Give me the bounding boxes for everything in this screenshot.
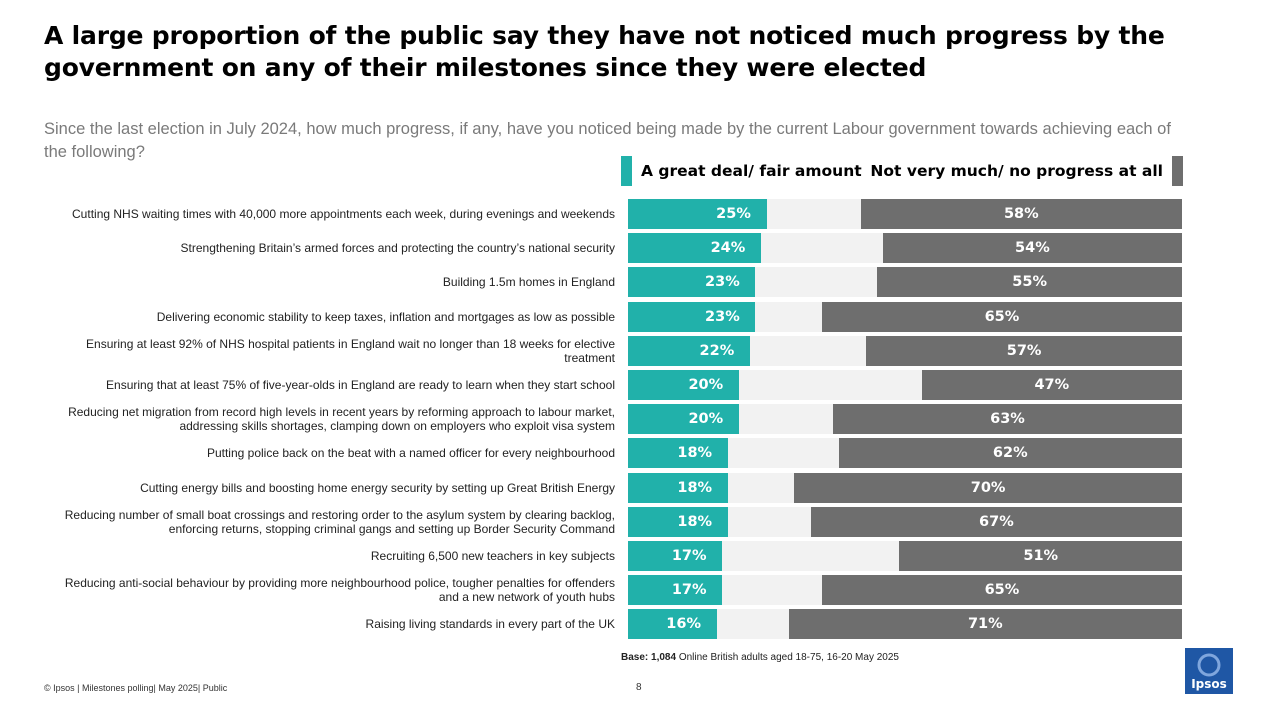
data-label-positive: 20% [688,377,724,393]
bar-negative [810,507,1182,537]
legend-positive-swatch [621,156,632,186]
bar-positive [628,541,723,571]
data-label-negative: 55% [1012,274,1047,290]
category-label: Raising living standards in every part o… [365,617,615,631]
bar-positive [628,267,756,297]
bar-positive [628,199,767,229]
bar-neutral [727,438,839,468]
bar-negative [821,575,1182,605]
data-label-negative: 47% [1034,377,1070,393]
category-label: Delivering economic stability to keep ta… [156,310,615,324]
bar-neutral [760,233,883,263]
bar-negative [821,302,1182,332]
data-label-negative: 67% [979,514,1014,530]
base-note: Base: 1,084 Online British adults aged 1… [621,652,899,663]
bar-positive [628,473,728,503]
bar-positive [628,404,739,434]
bar-negative [882,233,1182,263]
category-label: Cutting NHS waiting times with 40,000 mo… [72,207,615,221]
data-label-negative: 51% [1023,548,1059,564]
bar-negative [877,267,1182,297]
category-label: Building 1.5m homes in England [442,275,615,289]
bar-negative [899,541,1182,571]
data-label-negative: 57% [1006,343,1042,359]
data-label-positive: 24% [710,240,746,256]
legend-negative-label: Not very much/ no progress at all [870,162,1163,180]
category-label: Strengthening Britain’s armed forces and… [180,241,615,255]
bar-positive [628,575,723,605]
data-label-negative: 58% [1003,206,1039,222]
bar-negative [866,336,1182,366]
category-label: Ensuring at least 92% of NHS hospital pa… [86,337,615,365]
bar-neutral [722,575,822,605]
page-number: 8 [636,682,642,693]
data-label-positive: 25% [716,206,751,222]
bar-neutral [755,267,878,297]
legend-negative: Not very much/ no progress at all [870,156,1183,186]
legend-positive: A great deal/ fair amount [621,156,862,186]
data-label-positive: 20% [688,411,724,427]
data-label-positive: 18% [677,514,713,530]
base-note-label: Base: 1,084 [621,652,677,663]
bar-negative [838,438,1182,468]
question-subtitle: Since the last election in July 2024, ho… [44,120,1171,161]
bar-negative [860,199,1182,229]
bar-negative [921,370,1182,400]
category-label: Cutting energy bills and boosting home e… [140,481,615,495]
category-label: Reducing number of small boat crossings … [64,508,615,536]
bar-neutral [727,473,795,503]
data-label-positive: 23% [705,309,740,325]
legend-positive-label: A great deal/ fair amount [641,162,862,180]
bar-neutral [716,609,789,639]
bar-neutral [755,302,822,332]
bar-neutral [722,541,900,571]
ipsos-logo-ring [1197,653,1221,677]
data-label-positive: 17% [671,548,707,564]
category-label: Reducing anti-social behaviour by provid… [64,576,615,604]
footer-copyright: © Ipsos | Milestones polling| May 2025| … [44,683,228,693]
ipsos-logo-text: Ipsos [1191,677,1227,691]
bar-negative [832,404,1182,434]
bar-positive [628,302,756,332]
bar-positive [628,507,728,537]
data-label-negative: 63% [990,411,1025,427]
data-label-positive: 16% [666,616,701,632]
data-label-positive: 18% [677,445,713,461]
category-label: Reducing net migration from record high … [68,405,615,433]
data-label-positive: 23% [705,274,740,290]
bar-neutral [738,404,833,434]
data-label-positive: 22% [699,343,735,359]
data-label-negative: 71% [967,616,1003,632]
bar-neutral [749,336,867,366]
category-label: Putting police back on the beat with a n… [206,446,615,460]
ipsos-logo: Ipsos [1185,648,1233,694]
data-label-negative: 54% [1015,240,1050,256]
ipsos-logo-icon [1197,653,1221,677]
legend-negative-swatch [1172,156,1183,186]
bar-positive [628,609,717,639]
bar-negative [788,609,1182,639]
data-label-positive: 18% [677,480,713,496]
data-label-negative: 62% [992,445,1028,461]
bar-positive [628,438,728,468]
data-label-negative: 70% [970,480,1006,496]
page-title: A large proportion of the public say the… [44,21,1165,82]
bar-positive [628,336,750,366]
data-label-negative: 65% [984,309,1020,325]
bar-positive [628,233,761,263]
data-label-negative: 65% [984,582,1020,598]
bar-neutral [766,199,861,229]
bar-negative [794,473,1182,503]
category-label: Ensuring that at least 75% of five-year-… [106,378,615,392]
category-label: Recruiting 6,500 new teachers in key sub… [370,549,615,563]
base-note-text: Online British adults aged 18-75, 16-20 … [676,652,899,663]
bar-neutral [727,507,811,537]
bar-positive [628,370,739,400]
bar-neutral [738,370,922,400]
data-label-positive: 17% [671,582,707,598]
